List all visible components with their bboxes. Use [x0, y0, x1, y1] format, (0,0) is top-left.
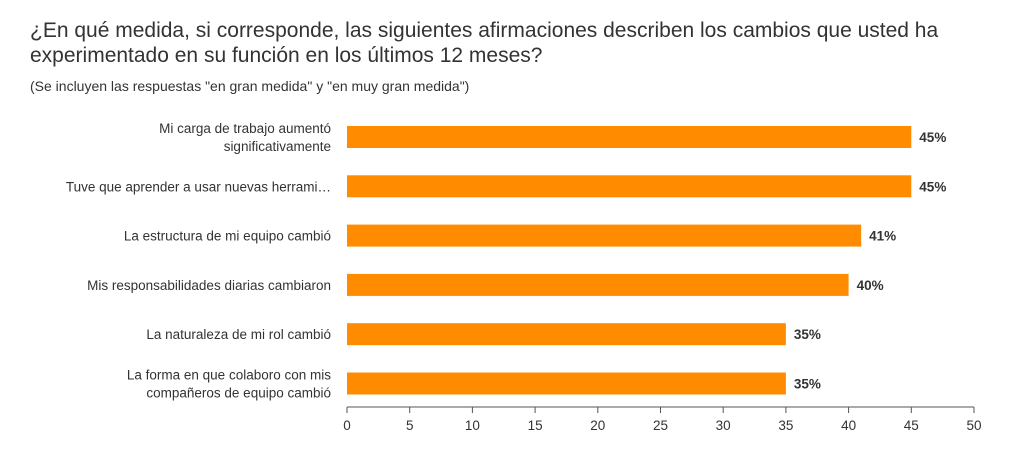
- x-tick-label: 30: [716, 418, 731, 433]
- bar: [347, 372, 786, 395]
- bar-value-label: 40%: [857, 278, 884, 293]
- bar: [347, 175, 912, 198]
- x-tick-label: 40: [841, 418, 856, 433]
- bar: [347, 323, 786, 346]
- x-tick-label: 5: [406, 418, 414, 433]
- x-tick-label: 10: [465, 418, 480, 433]
- chart-subtitle: (Se incluyen las respuestas "en gran med…: [30, 78, 470, 94]
- bar-value-label: 45%: [919, 179, 946, 194]
- category-label: La naturaleza de mi rol cambió: [146, 327, 331, 342]
- bar-value-label: 35%: [794, 327, 821, 342]
- x-tick-label: 50: [966, 418, 981, 433]
- chart-title: ¿En qué medida, si corresponde, las sigu…: [30, 19, 939, 67]
- x-tick-label: 15: [528, 418, 543, 433]
- x-tick-label: 45: [904, 418, 919, 433]
- bar: [347, 273, 849, 296]
- x-tick-label: 20: [590, 418, 605, 433]
- bar: [347, 224, 862, 247]
- category-label: compañeros de equipo cambió: [146, 386, 331, 401]
- bar: [347, 126, 912, 148]
- x-tick-label: 25: [653, 418, 668, 433]
- bar-value-label: 41%: [869, 229, 896, 244]
- category-label: Tuve que aprender a usar nuevas herrami…: [66, 179, 331, 194]
- category-label: La estructura de mi equipo cambió: [124, 229, 331, 244]
- x-tick-label: 0: [343, 418, 351, 433]
- category-label: Mi carga de trabajo aumentó: [159, 121, 331, 136]
- category-label: La forma en que colaboro con mis: [127, 368, 331, 383]
- x-axis: 0 5 10 15 20 25 30 35 40 45 50: [343, 406, 982, 433]
- bar-value-label: 35%: [794, 377, 821, 392]
- x-tick-label: 35: [778, 418, 793, 433]
- bar-value-label: 45%: [919, 130, 946, 145]
- category-label: significativamente: [224, 139, 331, 154]
- bars-group: 45% Mi carga de trabajo aumentó significat…: [66, 121, 946, 401]
- category-label: Mis responsabilidades diarias cambiaron: [87, 278, 331, 293]
